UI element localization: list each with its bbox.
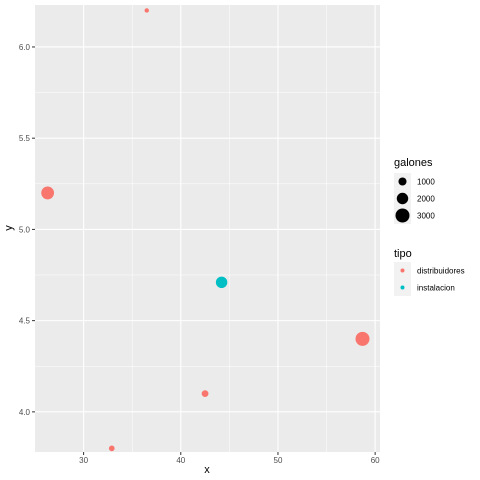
data-point-distribuidores	[41, 186, 55, 200]
size-legend-label: 2000	[417, 195, 435, 204]
data-point-distribuidores	[355, 331, 370, 346]
color-legend-title: tipo	[394, 248, 412, 260]
y-tick-label: 5.0	[19, 225, 31, 234]
size-legend-title: galones	[394, 157, 433, 169]
y-tick-label: 4.0	[19, 408, 31, 417]
size-legend-key	[395, 208, 410, 223]
size-legend-label: 3000	[417, 212, 435, 221]
major-gridlines	[35, 5, 380, 452]
color-legend-label: distribuidores	[417, 267, 465, 276]
x-tick-label: 30	[79, 456, 88, 465]
x-tick-label: 50	[274, 456, 283, 465]
size-legend-label: 1000	[417, 178, 435, 187]
y-tick-label: 4.5	[19, 317, 31, 326]
data-point-distribuidores	[201, 390, 209, 397]
x-tick-label: 60	[371, 456, 380, 465]
color-legend: tipo distribuidores instalacion	[394, 248, 465, 296]
size-legend-key	[396, 192, 409, 205]
y-axis: 4.0 4.5 5.0 5.5 6.0	[19, 43, 35, 417]
color-legend-label: instalacion	[417, 284, 455, 293]
y-tick-label: 5.5	[19, 134, 31, 143]
data-point-instalacion	[215, 276, 228, 289]
data-points	[41, 8, 370, 452]
plot-panel	[35, 5, 380, 452]
data-point-distribuidores	[108, 445, 115, 452]
data-point-distribuidores	[144, 8, 149, 13]
x-axis-title: x	[204, 464, 210, 476]
x-tick-label: 40	[176, 456, 185, 465]
color-legend-key	[400, 268, 405, 273]
color-legend-key	[400, 285, 405, 290]
size-legend-key	[398, 177, 407, 186]
size-legend: galones 1000 2000 3000	[394, 157, 435, 224]
y-tick-label: 6.0	[19, 43, 31, 52]
y-axis-title: y	[3, 225, 15, 231]
minor-gridlines	[35, 5, 380, 452]
x-axis: 30 40 50 60	[79, 452, 380, 465]
